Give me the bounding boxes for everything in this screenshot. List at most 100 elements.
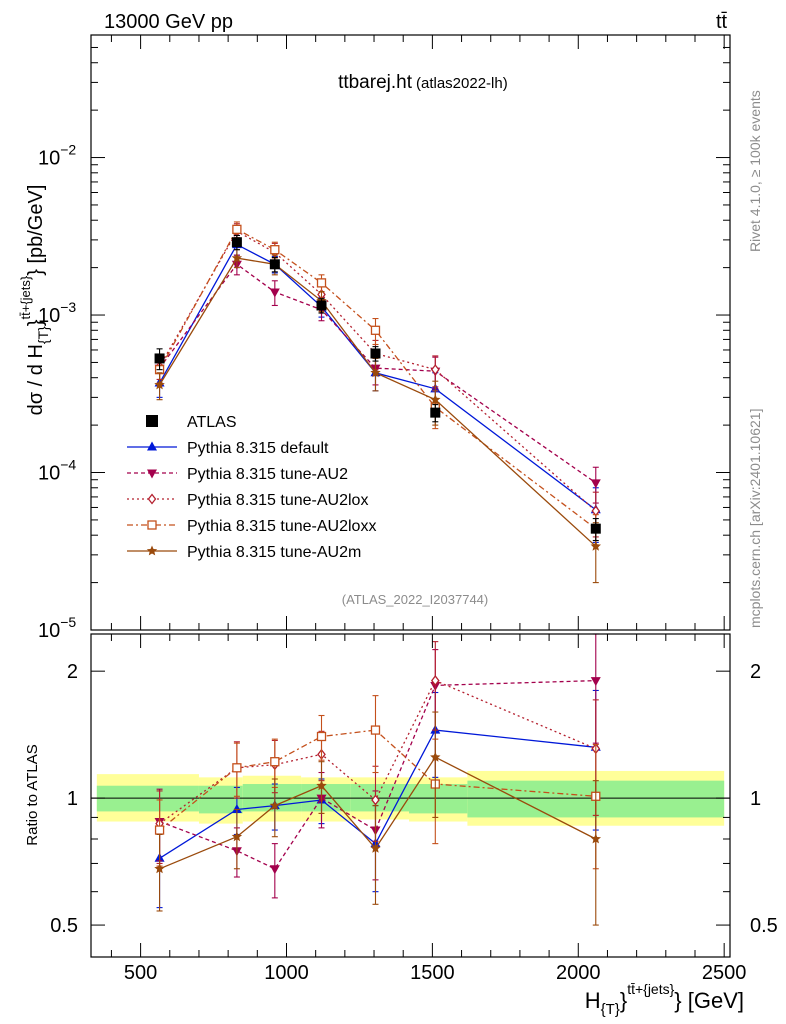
legend-label-au2lox: Pythia 8.315 tune-AU2lox	[187, 492, 368, 509]
legend-entry-default: Pythia 8.315 default	[127, 440, 329, 457]
ratio-marker-au2loxx	[154, 825, 165, 835]
header-process-label: tt̄	[716, 11, 728, 33]
ratio-marker-au2	[590, 677, 601, 687]
main-marker-atlas	[269, 259, 280, 270]
x-tick-label: 500	[124, 962, 157, 984]
ratio-plot-content	[91, 633, 730, 926]
legend-entry-au2: Pythia 8.315 tune-AU2	[127, 466, 348, 483]
main-y-label-superscript: tt̄+{jets}	[18, 275, 33, 319]
main-y-axis-label: dσ / d H{T}}tt̄+{jets}} [pb/GeV]	[18, 185, 51, 416]
ratio-marker-au2m	[269, 800, 281, 810]
main-marker-au2m	[370, 367, 381, 378]
x-label-subscript: {T}	[601, 1001, 620, 1018]
legend-marker-au2loxx	[147, 520, 157, 530]
x-tick-label: 1500	[410, 962, 455, 984]
legend-entry-au2lox: Pythia 8.315 tune-AU2lox	[127, 492, 368, 509]
ratio-band-stat	[409, 784, 468, 814]
legend-entry-atlas: ATLAS	[146, 414, 237, 431]
main-y-tick-label: 10−2	[38, 142, 76, 170]
mcplots-label: mcplots.cern.ch [arXiv:2401.10621]	[747, 409, 763, 628]
main-frame	[90, 34, 731, 631]
ratio-y-axis-label: Ratio to ATLAS	[24, 744, 41, 845]
ratio-marker-au2lox	[371, 794, 380, 806]
ratio-marker-au2m	[370, 842, 381, 853]
main-line-au2loxx	[159, 228, 597, 530]
main-plot-content	[154, 221, 601, 584]
ratio-series-au2m	[154, 711, 601, 926]
main-marker-atlas	[430, 407, 441, 418]
legend-marker-default	[147, 441, 157, 451]
ratio-y-tick-label-left: 1	[67, 788, 78, 810]
main-marker-au2loxx	[232, 224, 242, 234]
main-y-label-subscript: {T}	[35, 326, 51, 344]
ratio-marker-au2m	[231, 831, 243, 842]
main-panel: 10−210−310−410−5 ttbarej.ht (atlas2022-l…	[18, 34, 731, 642]
ratio-y-tick-label-right: 2	[750, 661, 761, 683]
analysis-watermark: (ATLAS_2022_I2037744)	[342, 592, 488, 607]
x-label-superscript: tt̄+{jets}	[627, 981, 674, 997]
legend-label-au2m: Pythia 8.315 tune-AU2m	[187, 544, 361, 561]
main-marker-au2loxx	[370, 325, 381, 335]
x-label-part: }	[620, 988, 627, 1013]
ratio-y-tick-label-right: 0.5	[750, 915, 778, 937]
main-y-tick-label-exponent: −5	[60, 614, 76, 630]
legend-entry-au2m: Pythia 8.315 tune-AU2m	[127, 544, 361, 561]
main-marker-au2	[590, 479, 601, 489]
main-y-label-part: } [pb/GeV]	[25, 185, 47, 276]
main-marker-atlas	[370, 348, 381, 359]
ratio-axis-ticks: 2 2 1 1 0.5 0.5 500 1000 1500 2000 2500	[50, 634, 778, 984]
ratio-y-tick-label-left: 0.5	[50, 915, 78, 937]
plot-subtitle: (atlas2022-lh)	[416, 75, 508, 92]
main-y-tick-label: 10−4	[38, 457, 76, 485]
main-marker-au2lox	[430, 364, 440, 376]
ratio-marker-au2m	[154, 863, 165, 874]
ratio-marker-au2	[269, 865, 280, 875]
legend-marker-au2m	[146, 545, 158, 556]
main-y-label-part: }	[25, 319, 47, 326]
legend-marker-atlas	[146, 415, 158, 427]
main-marker-au2loxx	[316, 278, 327, 288]
main-marker-atlas	[231, 237, 242, 248]
header-energy-label: 13000 GeV pp	[104, 11, 233, 33]
main-marker-atlas	[590, 523, 601, 534]
x-tick-label: 2000	[556, 962, 601, 984]
main-series-atlas	[154, 234, 601, 542]
x-tick-label: 2500	[702, 962, 747, 984]
main-marker-atlas	[154, 353, 165, 364]
ratio-frame	[90, 633, 731, 958]
main-marker-au2m	[430, 394, 441, 405]
legend-marker-au2	[147, 469, 157, 479]
legend-label-au2: Pythia 8.315 tune-AU2	[187, 466, 348, 483]
main-marker-au2m	[231, 252, 243, 263]
ratio-marker-au2loxx	[232, 763, 242, 773]
ratio-panel: 2 2 1 1 0.5 0.5 500 1000 1500 2000 2500 Ratio to A…	[24, 633, 778, 1018]
legend-entry-au2loxx: Pythia 8.315 tune-AU2loxx	[127, 518, 376, 535]
ratio-y-tick-label-right: 1	[750, 788, 761, 810]
rivet-version-label: Rivet 4.1.0, ≥ 100k events	[747, 90, 763, 252]
ratio-marker-au2m	[316, 780, 327, 791]
legend-label-au2loxx: Pythia 8.315 tune-AU2loxx	[187, 518, 376, 535]
main-y-axis-label-text: dσ / d H{T}}tt̄+{jets}} [pb/GeV]	[18, 185, 51, 416]
plot-title: ttbarej.ht	[338, 72, 413, 93]
x-tick-label: 1000	[264, 962, 309, 984]
x-axis-label-text: H{T}}tt̄+{jets}} [GeV]	[585, 981, 744, 1018]
ratio-marker-au2m	[590, 833, 601, 844]
x-axis-label: H{T}}tt̄+{jets}} [GeV]	[585, 981, 744, 1018]
ratio-marker-au2m	[430, 751, 441, 762]
main-y-tick-label-exponent: −3	[60, 299, 76, 315]
main-y-tick-label: 10−5	[38, 614, 76, 642]
main-marker-au2m	[590, 540, 601, 551]
x-label-part: } [GeV]	[674, 988, 744, 1013]
ratio-marker-default	[231, 803, 242, 813]
legend: ATLAS Pythia 8.315 default Pythia 8.315 tu…	[127, 414, 376, 561]
ratio-marker-au2loxx	[316, 731, 327, 742]
ratio-marker-au2lox	[430, 675, 440, 687]
legend-label-atlas: ATLAS	[187, 414, 237, 431]
main-y-label-part: dσ / d H	[25, 344, 47, 415]
x-label-part: H	[585, 988, 601, 1013]
main-marker-au2m	[154, 379, 165, 390]
legend-marker-au2lox	[147, 493, 157, 505]
ratio-marker-au2loxx	[270, 757, 280, 767]
ratio-y-tick-label-left: 2	[67, 661, 78, 683]
